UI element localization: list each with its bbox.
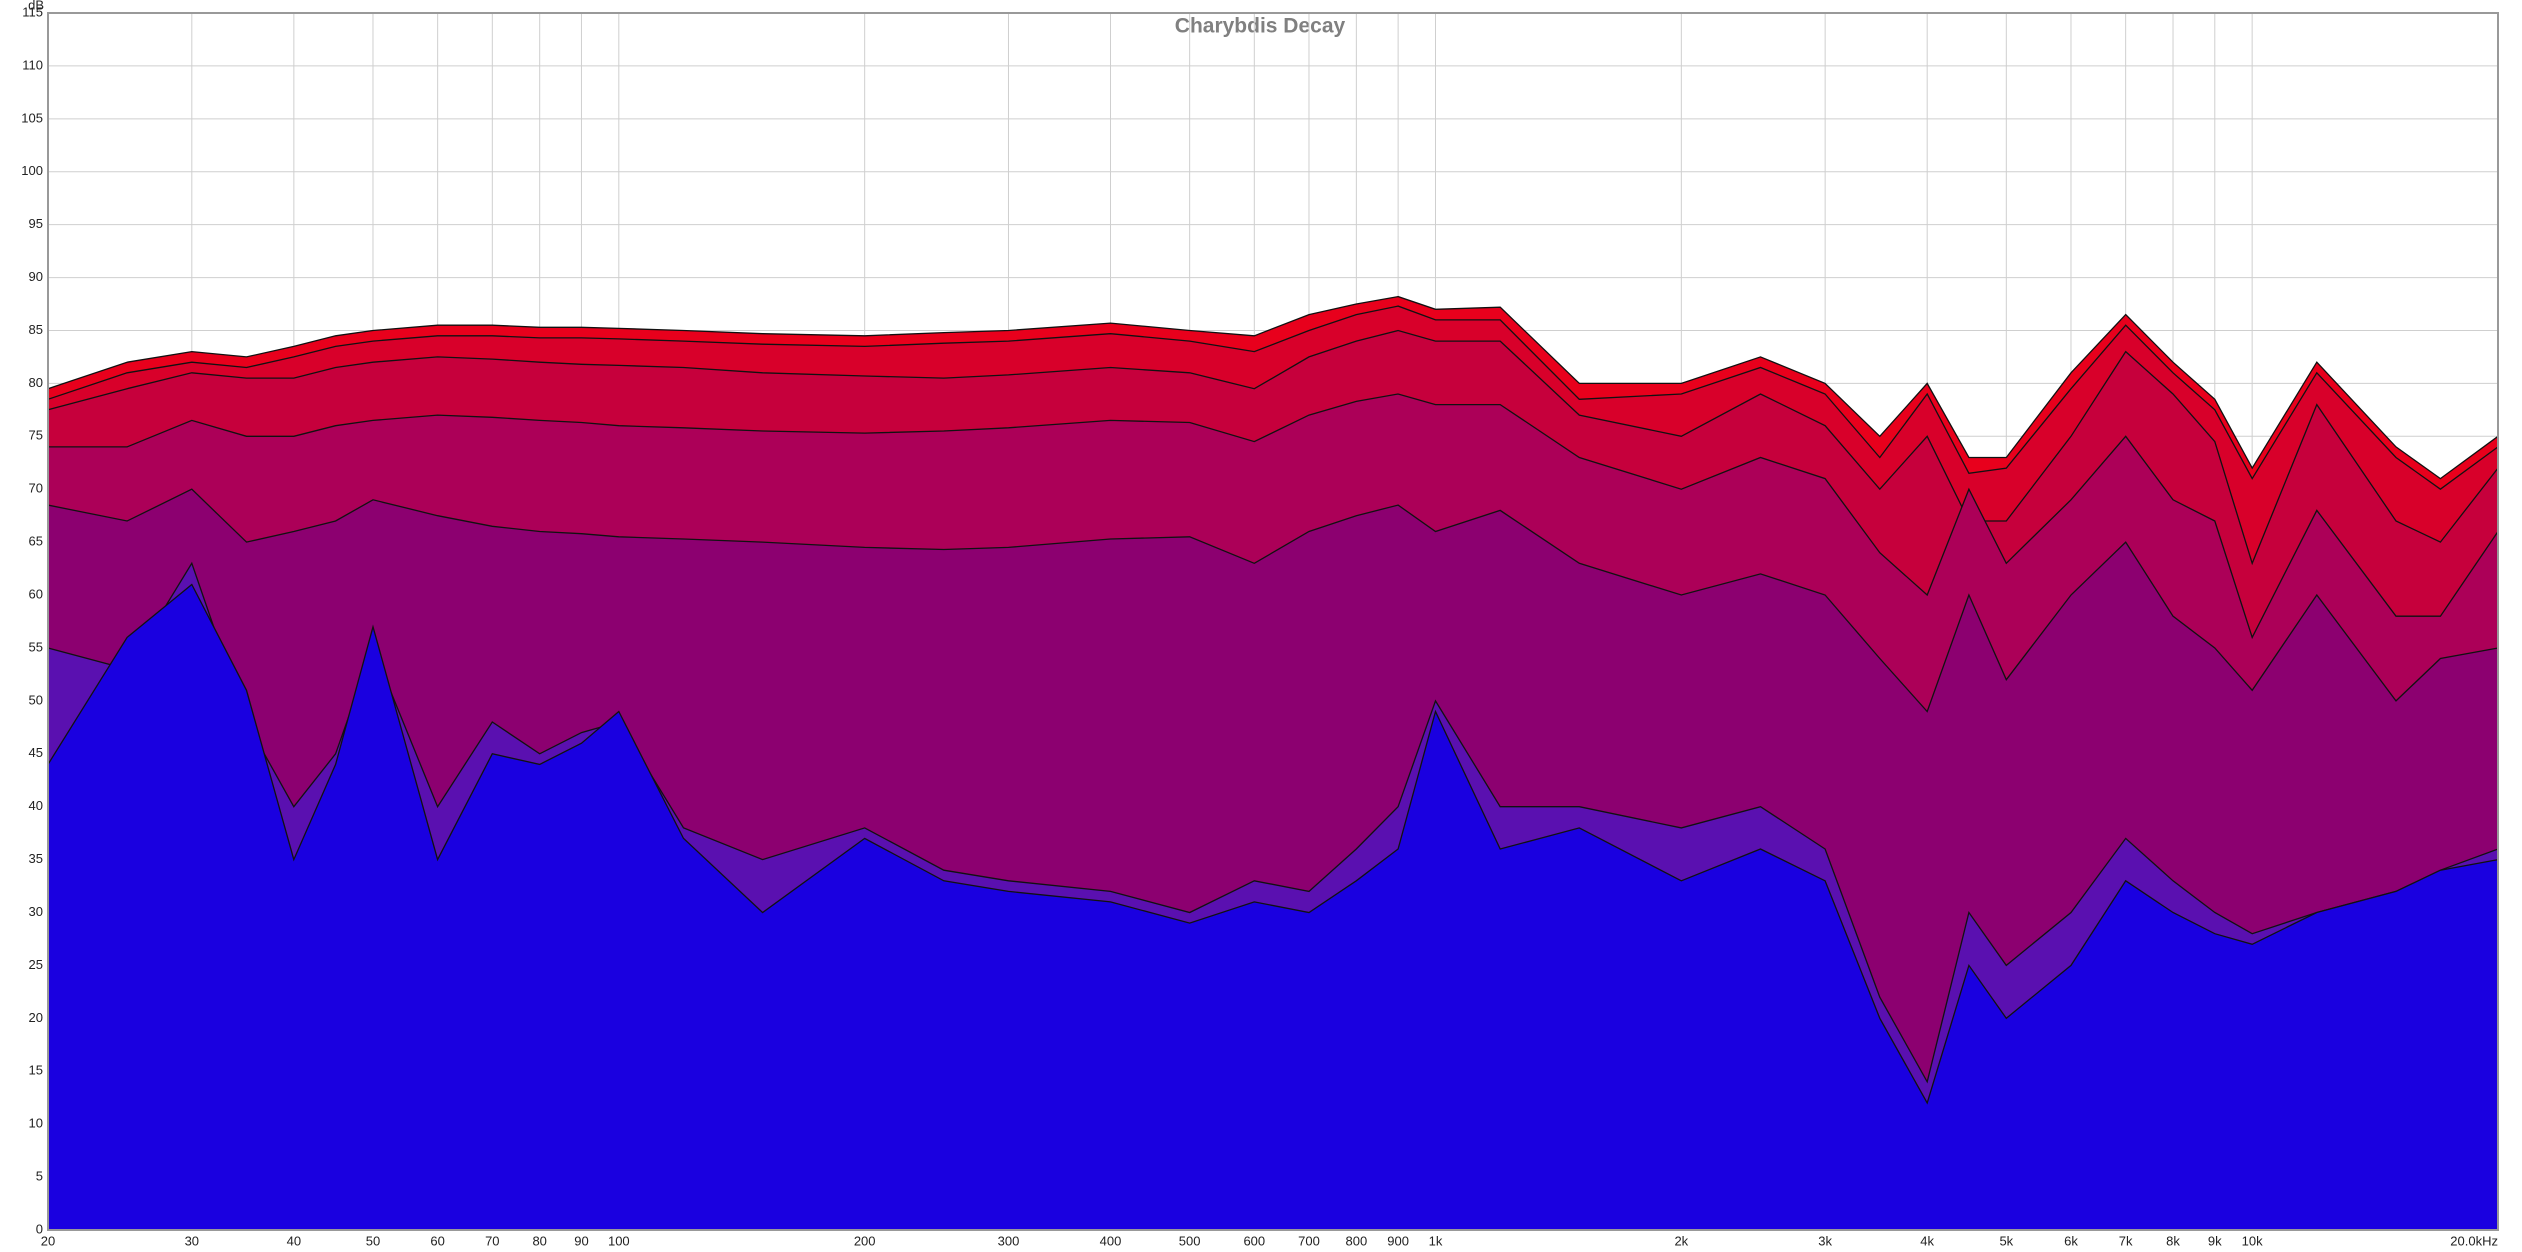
y-tick-label: 5 <box>36 1169 43 1184</box>
y-tick-label: 15 <box>29 1063 43 1078</box>
x-tick-label: 500 <box>1179 1233 1201 1248</box>
x-tick-label: 8k <box>2166 1233 2180 1248</box>
x-tick-label: 20 <box>41 1233 55 1248</box>
x-tick-label: 5k <box>1999 1233 2013 1248</box>
x-tick-label: 200 <box>854 1233 876 1248</box>
y-axis-label: dB <box>28 0 44 12</box>
decay-area <box>47 583 2499 1231</box>
y-tick-label: 70 <box>29 481 43 496</box>
y-tick-label: 115 <box>22 4 43 19</box>
x-tick-label: 9k <box>2208 1233 2222 1248</box>
x-tick-label: 100 <box>608 1233 630 1248</box>
x-tick-label: 700 <box>1298 1233 1320 1248</box>
y-tick-label: 105 <box>21 110 43 125</box>
x-tick-label: 400 <box>1100 1233 1122 1248</box>
x-tick-label: 40 <box>287 1233 301 1248</box>
x-tick-label: 80 <box>532 1233 546 1248</box>
y-tick-label: 110 <box>22 57 43 72</box>
x-tick-label: 7k <box>2119 1233 2133 1248</box>
x-tick-label: 70 <box>485 1233 499 1248</box>
x-tick-label: 4k <box>1920 1233 1934 1248</box>
y-tick-label: 45 <box>29 745 43 760</box>
x-tick-label: 1k <box>1429 1233 1443 1248</box>
y-tick-label: 10 <box>29 1116 43 1131</box>
y-tick-label: 40 <box>29 798 43 813</box>
x-tick-label: 900 <box>1387 1233 1409 1248</box>
y-tick-label: 35 <box>29 851 43 866</box>
y-tick-label: 100 <box>21 163 43 178</box>
y-tick-label: 60 <box>29 586 43 601</box>
y-tick-label: 30 <box>29 904 43 919</box>
x-tick-label: 90 <box>574 1233 588 1248</box>
x-tick-label: 60 <box>430 1233 444 1248</box>
y-tick-label: 25 <box>29 957 43 972</box>
plot-frame <box>47 12 2499 1231</box>
y-tick-label: 65 <box>29 534 43 549</box>
y-tick-label: 55 <box>29 639 43 654</box>
y-tick-label: 80 <box>29 375 43 390</box>
y-tick-label: 90 <box>29 269 43 284</box>
x-tick-label: 50 <box>366 1233 380 1248</box>
x-tick-label: 600 <box>1243 1233 1265 1248</box>
x-tick-label: 20.0kHz <box>2450 1233 2498 1248</box>
y-tick-label: 20 <box>29 1010 43 1025</box>
y-tick-label: 95 <box>29 216 43 231</box>
y-tick-label: 75 <box>29 428 43 443</box>
x-tick-label: 2k <box>1674 1233 1688 1248</box>
y-tick-label: 0 <box>36 1221 43 1236</box>
x-tick-label: 800 <box>1345 1233 1367 1248</box>
y-tick-label: 50 <box>29 692 43 707</box>
x-tick-label: 30 <box>185 1233 199 1248</box>
x-tick-label: 10k <box>2242 1233 2263 1248</box>
y-tick-label: 85 <box>29 322 43 337</box>
chart-title: Charybdis Decay <box>1175 15 1346 38</box>
x-tick-label: 300 <box>998 1233 1020 1248</box>
x-tick-label: 6k <box>2064 1233 2078 1248</box>
x-tick-label: 3k <box>1818 1233 1832 1248</box>
